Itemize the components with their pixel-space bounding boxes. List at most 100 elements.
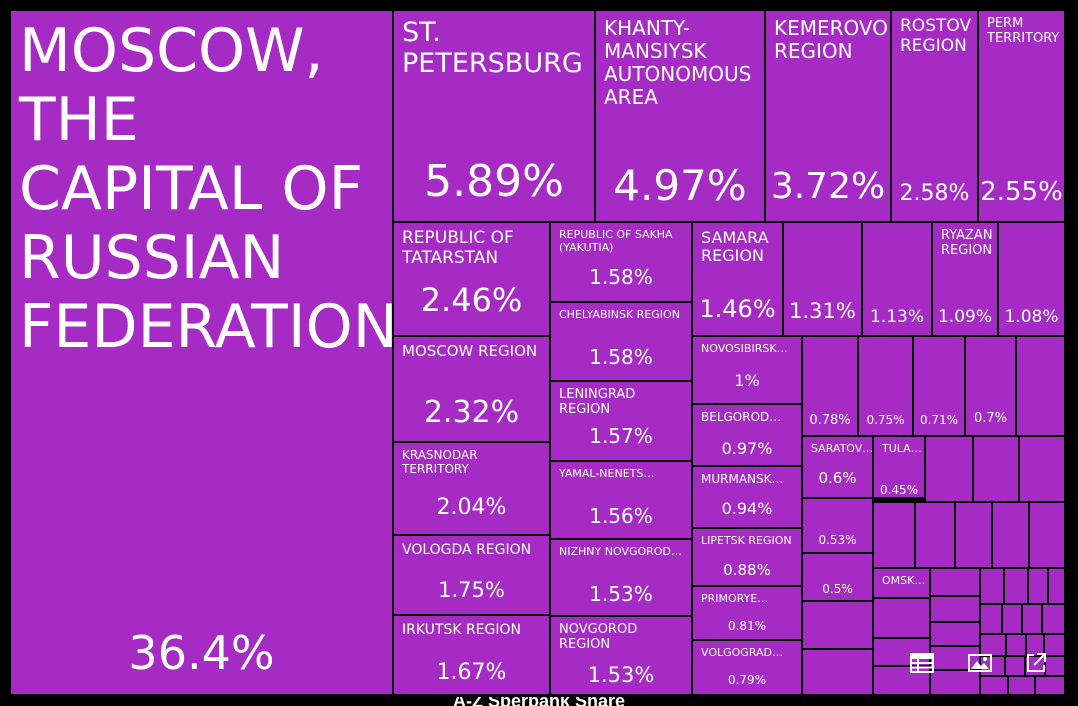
treemap-tile[interactable]: TULA… 0.45%	[873, 436, 925, 498]
treemap-chart: MOSCOW, THE CAPITAL OF RUSSIAN FEDERATIO…	[10, 10, 1066, 695]
tile-value: 0.6%	[818, 469, 857, 487]
treemap-tile[interactable]	[980, 568, 1004, 604]
tile-label: PRIMORYE…	[701, 592, 769, 605]
tile-label: KRASNODAR TERRITORY	[402, 448, 478, 476]
tile-label: SAMARA REGION	[701, 228, 769, 266]
treemap-tile[interactable]	[1019, 436, 1065, 502]
tile-value: 1.46%	[699, 295, 776, 323]
treemap-tile[interactable]	[873, 638, 930, 666]
treemap-tile[interactable]	[1008, 676, 1035, 695]
treemap-tile[interactable]	[1022, 604, 1042, 634]
treemap-tile[interactable]	[925, 436, 973, 502]
treemap-tile[interactable]: 1.31%	[783, 222, 862, 336]
treemap-tile[interactable]	[873, 666, 930, 695]
tile-value: 0.79%	[727, 673, 767, 687]
external-link-icon[interactable]	[1019, 648, 1053, 678]
treemap-tile[interactable]	[930, 646, 980, 670]
treemap-tile[interactable]	[915, 502, 955, 568]
treemap-tile[interactable]: 0.53%	[802, 498, 873, 553]
treemap-tile[interactable]: KEMEROVO REGION 3.72%	[765, 10, 891, 222]
tile-label: TULA…	[882, 442, 922, 455]
treemap-tile[interactable]: RYAZAN REGION 1.09%	[932, 222, 998, 336]
treemap-tile[interactable]: KHANTY-MANSIYSK AUTONOMOUS AREA 4.97%	[595, 10, 765, 222]
tile-label: MURMANSK…	[701, 472, 784, 486]
treemap-tile[interactable]	[873, 598, 930, 638]
treemap-tile[interactable]	[1016, 336, 1065, 436]
treemap-tile[interactable]: YAMAL-NENETS… 1.56%	[550, 461, 692, 539]
treemap-tile[interactable]	[930, 568, 980, 596]
treemap-tile[interactable]	[955, 502, 992, 568]
treemap-tile[interactable]	[1035, 676, 1065, 695]
tile-value: 2.58%	[899, 181, 970, 206]
treemap-tile[interactable]	[930, 670, 980, 695]
treemap-tile[interactable]: VOLGOGRAD… 0.79%	[692, 640, 802, 695]
treemap-tile[interactable]	[1028, 568, 1048, 604]
treemap-tile[interactable]: LENINGRAD REGION 1.57%	[550, 381, 692, 461]
treemap-tile[interactable]	[1026, 634, 1044, 656]
treemap-tile[interactable]	[802, 649, 873, 695]
treemap-tile[interactable]	[1045, 656, 1065, 676]
treemap-tile[interactable]	[930, 596, 980, 622]
tile-value: 1.08%	[1004, 307, 1059, 327]
treemap-tile[interactable]: NOVGOROD REGION 1.53%	[550, 616, 692, 695]
tile-label: KEMEROVO REGION	[774, 16, 889, 63]
treemap-tile[interactable]: PRIMORYE… 0.81%	[692, 586, 802, 640]
treemap-tile[interactable]: SAMARA REGION 1.46%	[692, 222, 783, 336]
treemap-tile[interactable]: 0.5%	[802, 553, 873, 601]
treemap-tile[interactable]	[980, 634, 1006, 656]
treemap-tile[interactable]	[1004, 568, 1028, 604]
treemap-tile[interactable]: PERM TERRITORY 2.55%	[978, 10, 1065, 222]
treemap-tile[interactable]: KRASNODAR TERRITORY 2.04%	[393, 442, 550, 535]
treemap-tile[interactable]: 0.75%	[858, 336, 913, 436]
treemap-tile[interactable]: MURMANSK… 0.94%	[692, 466, 802, 528]
treemap-tile[interactable]: MOSCOW, THE CAPITAL OF RUSSIAN FEDERATIO…	[10, 10, 393, 695]
treemap-tile[interactable]: ST. PETERSBURG 5.89%	[393, 10, 595, 222]
tile-value: 1.58%	[589, 265, 653, 289]
treemap-tile[interactable]	[992, 502, 1029, 568]
treemap-tile[interactable]	[930, 622, 980, 646]
treemap-tile[interactable]: 0.7%	[965, 336, 1016, 436]
table-icon[interactable]	[905, 648, 939, 678]
treemap-tile[interactable]: VOLOGDA REGION 1.75%	[393, 535, 550, 615]
treemap-tile[interactable]: 0.71%	[913, 336, 965, 436]
treemap-tile[interactable]: BELGOROD… 0.97%	[692, 404, 802, 466]
treemap-tile[interactable]	[1002, 604, 1022, 634]
treemap-tile[interactable]	[1044, 634, 1065, 656]
treemap-tile[interactable]	[980, 604, 1002, 634]
treemap-tile[interactable]	[1006, 634, 1026, 656]
tile-value: 2.32%	[423, 395, 520, 430]
image-icon[interactable]	[963, 648, 997, 678]
tile-label: KHANTY-MANSIYSK AUTONOMOUS AREA	[604, 16, 752, 109]
treemap-tile[interactable]: 1.08%	[998, 222, 1065, 336]
treemap-tile[interactable]	[973, 436, 1019, 502]
treemap-tile[interactable]: SARATOV… 0.6%	[802, 436, 873, 498]
tile-label: NIZHNY NOVGOROD…	[559, 545, 682, 558]
treemap-tile[interactable]	[1005, 656, 1025, 676]
treemap-tile[interactable]: REPUBLIC OF TATARSTAN 2.46%	[393, 222, 550, 336]
treemap-tile[interactable]	[802, 601, 873, 649]
treemap-tile[interactable]	[1042, 604, 1065, 634]
treemap-tile[interactable]	[873, 502, 915, 568]
treemap-tile[interactable]: NOVOSIBIRSK… 1%	[692, 336, 802, 404]
treemap-tile[interactable]: 0.78%	[802, 336, 858, 436]
treemap-tile[interactable]: ROSTOV REGION 2.58%	[891, 10, 978, 222]
treemap-tile[interactable]: 1.13%	[862, 222, 932, 336]
treemap-tile[interactable]	[1048, 568, 1065, 604]
tile-label: ROSTOV REGION	[900, 16, 972, 56]
treemap-tile[interactable]: CHELYABINSK REGION 1.58%	[550, 302, 692, 381]
treemap-tile[interactable]	[980, 676, 1008, 695]
tile-label: LIPETSK REGION	[701, 534, 792, 547]
treemap-tile[interactable]: LIPETSK REGION 0.88%	[692, 528, 802, 586]
footer-links[interactable]: A-Z Sberbank Share	[0, 697, 1078, 706]
tile-value: 1.53%	[589, 582, 653, 606]
treemap-tile[interactable]: OMSK…	[873, 568, 930, 598]
treemap-tile[interactable]: IRKUTSK REGION 1.67%	[393, 615, 550, 695]
tile-value: 1.09%	[937, 307, 992, 327]
tile-value: 2.04%	[436, 495, 507, 520]
tile-label: OMSK…	[882, 574, 926, 587]
treemap-tile[interactable]: MOSCOW REGION 2.32%	[393, 336, 550, 442]
treemap-tile[interactable]: REPUBLIC OF SAKHA (YAKUTIA) 1.58%	[550, 222, 692, 302]
tile-value: 0.5%	[822, 582, 853, 596]
treemap-tile[interactable]	[1029, 502, 1065, 568]
treemap-tile[interactable]: NIZHNY NOVGOROD… 1.53%	[550, 539, 692, 616]
